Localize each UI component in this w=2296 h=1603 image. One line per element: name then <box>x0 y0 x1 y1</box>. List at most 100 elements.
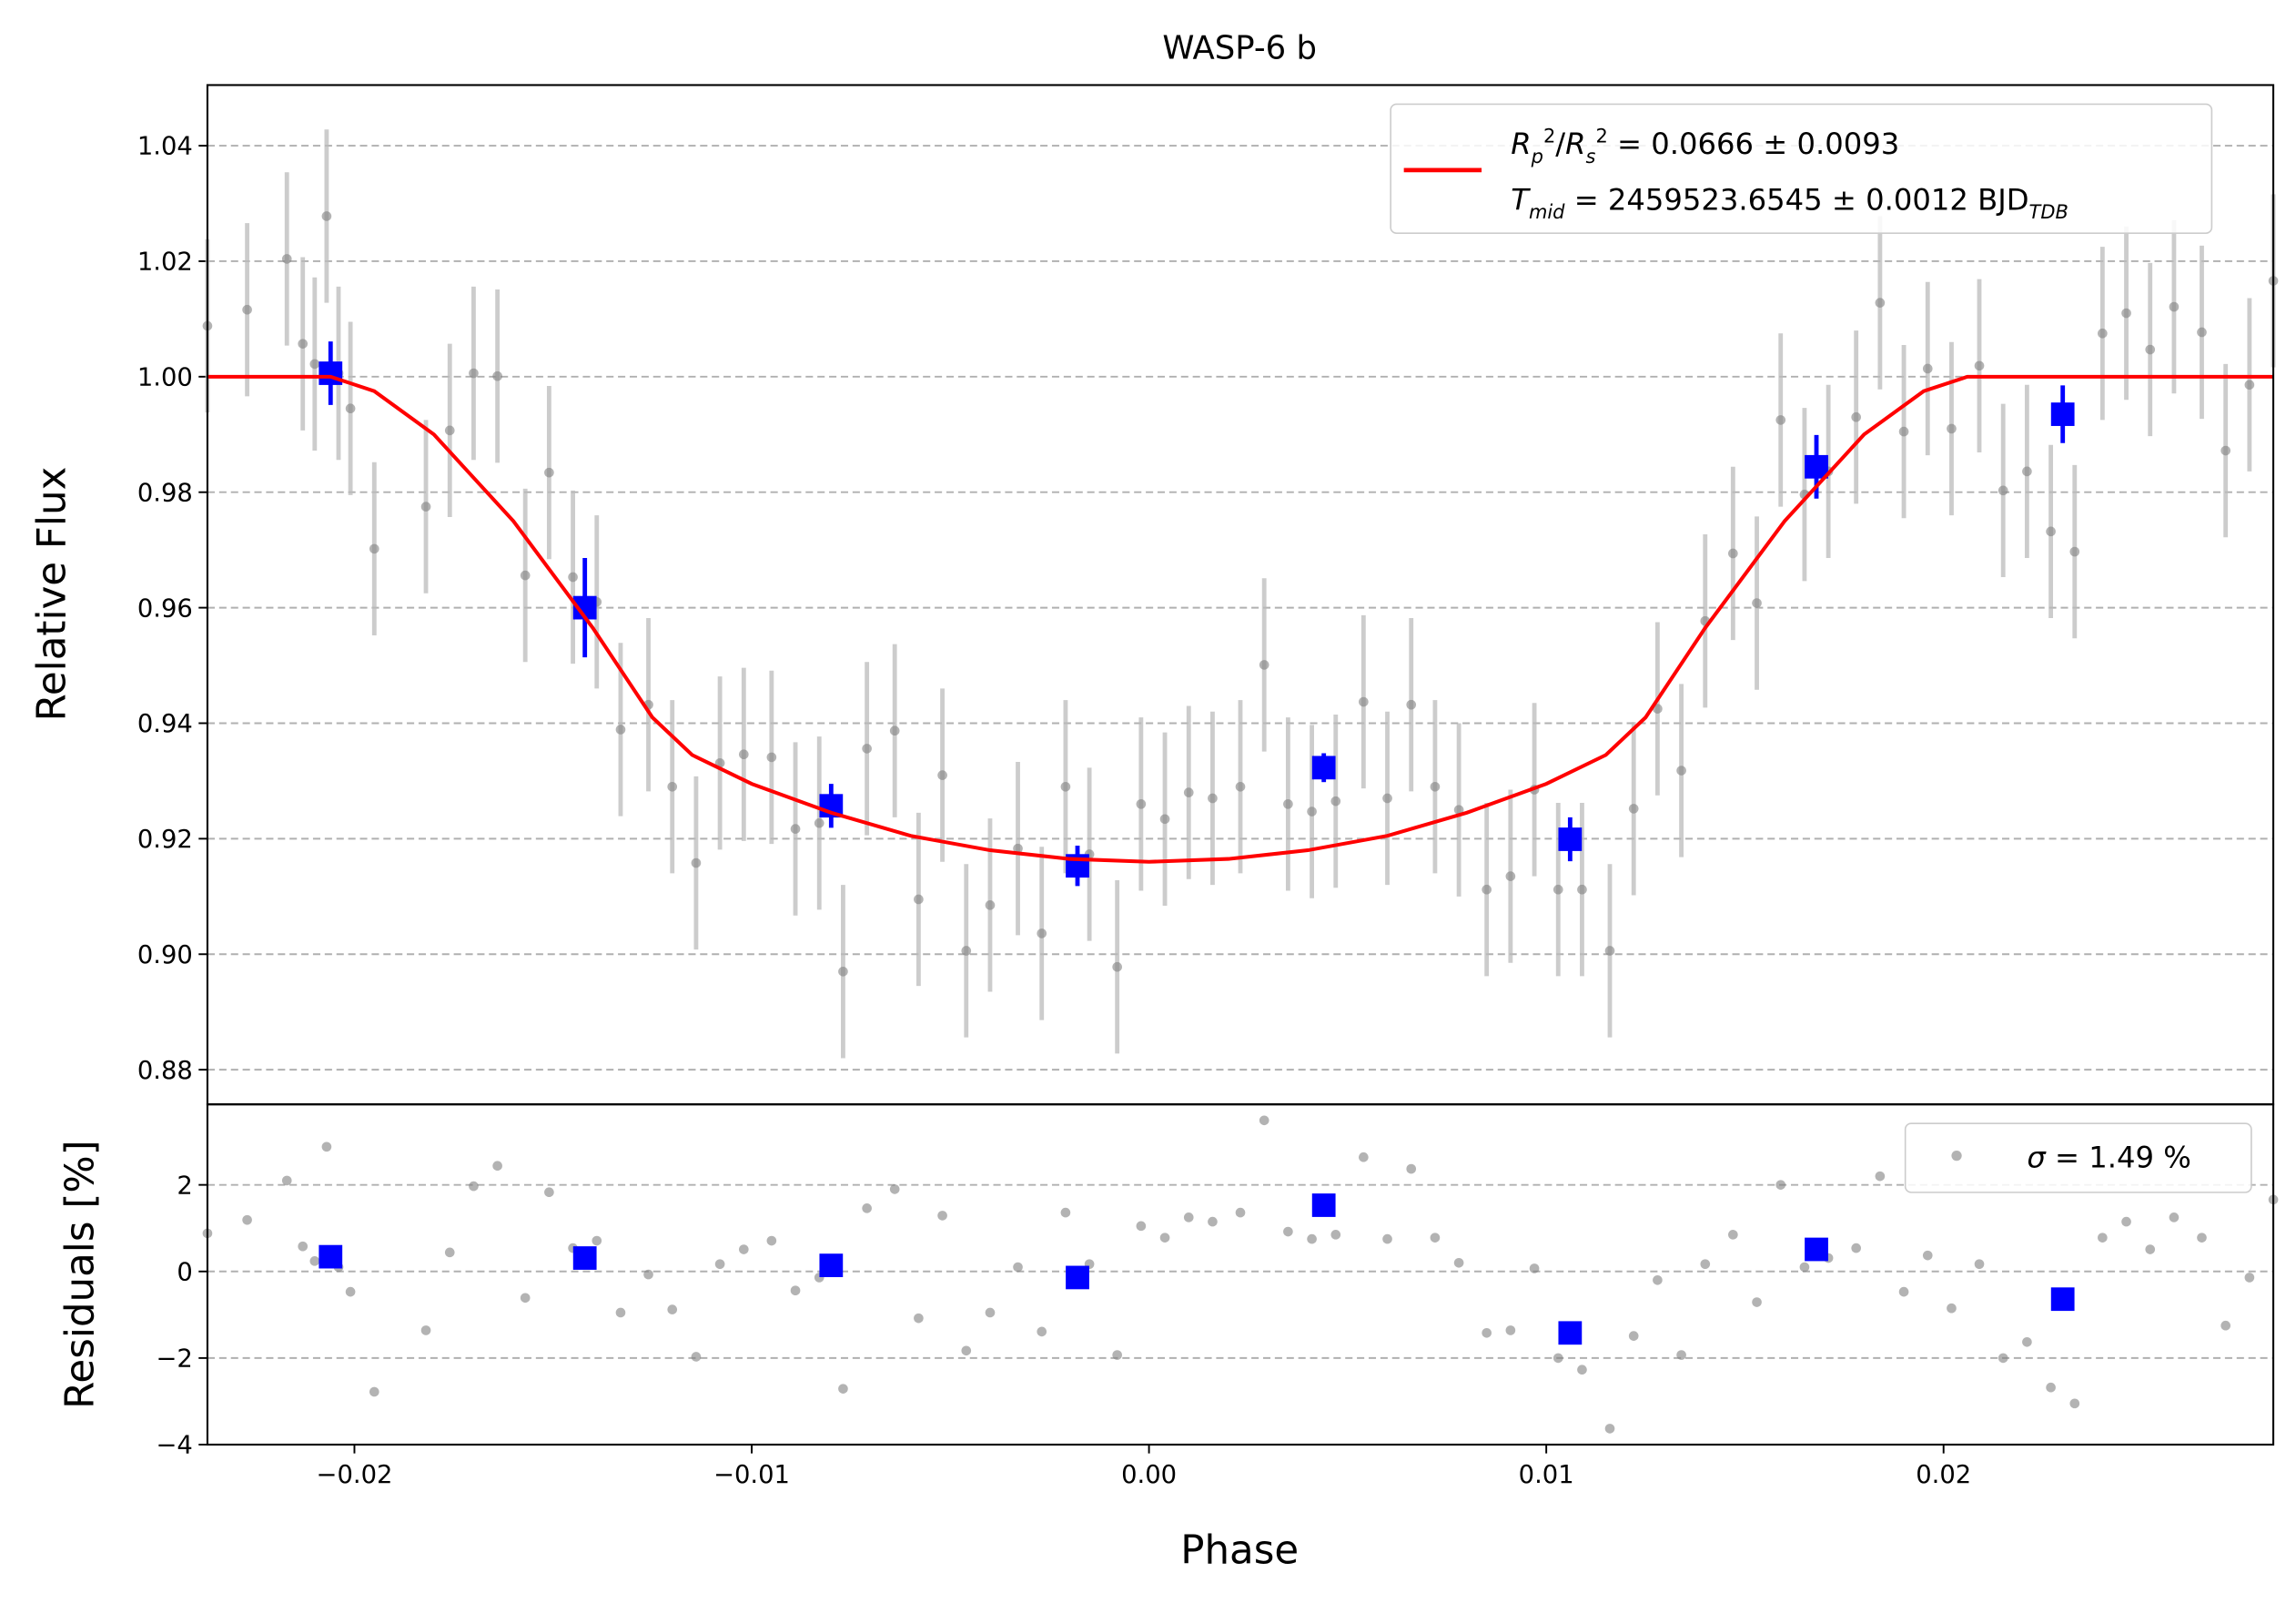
data-point <box>544 1187 554 1198</box>
data-point <box>1752 598 1762 608</box>
data-point <box>1283 1226 1293 1237</box>
legend-box <box>1904 1122 2252 1193</box>
y-tick-label: 2 <box>177 1172 192 1200</box>
data-point <box>1159 814 1170 825</box>
data-point <box>544 467 554 478</box>
data-point <box>985 1307 996 1318</box>
data-point <box>1359 1152 1369 1162</box>
y-axis-label: Residuals [%] <box>57 1140 103 1408</box>
data-point <box>1406 1163 1417 1174</box>
data-point <box>862 744 872 754</box>
data-point <box>1505 871 1516 881</box>
data-point <box>790 1285 801 1296</box>
data-point <box>1947 423 1957 434</box>
y-tick-label: 0.96 <box>137 594 193 623</box>
data-point <box>1775 1180 1786 1190</box>
data-point <box>937 770 947 780</box>
data-point <box>1529 1263 1540 1273</box>
y-tick-label: 0.90 <box>137 941 193 969</box>
data-point <box>281 1175 292 1186</box>
data-point <box>2169 301 2180 312</box>
binned-point <box>1558 1321 1583 1345</box>
data-point <box>961 946 972 956</box>
data-point <box>738 749 749 760</box>
data-point <box>1307 807 1317 817</box>
data-point <box>1553 884 1563 895</box>
y-tick-label: −4 <box>156 1432 192 1460</box>
binned-point <box>1311 1193 1336 1217</box>
data-point <box>2121 1216 2131 1227</box>
data-point <box>714 1259 725 1270</box>
data-point <box>298 339 308 349</box>
data-point <box>345 403 356 414</box>
data-point <box>1898 426 1909 437</box>
data-point <box>2098 1233 2108 1243</box>
data-point <box>298 1241 308 1252</box>
data-point <box>281 254 292 264</box>
data-point <box>1406 699 1417 710</box>
data-point <box>1382 1233 1392 1244</box>
data-point <box>1851 411 1861 422</box>
data-point <box>1799 1262 1810 1273</box>
data-point <box>1112 1350 1122 1360</box>
data-point <box>420 502 431 512</box>
data-point <box>1700 1259 1711 1270</box>
data-point <box>321 1141 332 1152</box>
data-point <box>1013 843 1023 854</box>
data-point <box>469 1181 479 1192</box>
data-point <box>2022 1336 2032 1347</box>
y-axis-label: Relative Flux <box>30 467 76 722</box>
legend-marker <box>1951 1150 1962 1162</box>
data-point <box>615 725 626 735</box>
y-tick-label: 0.88 <box>137 1057 193 1085</box>
data-point <box>838 1384 848 1394</box>
data-point <box>1208 793 1218 804</box>
x-tick-label: 0.02 <box>1916 1461 1971 1489</box>
data-point <box>1382 793 1392 804</box>
data-point <box>1183 787 1194 797</box>
data-point <box>1330 1230 1341 1240</box>
y-tick-label: 0.94 <box>137 710 193 738</box>
data-point <box>1183 1212 1194 1223</box>
data-point <box>1974 1259 1985 1270</box>
data-point <box>469 368 479 379</box>
data-point <box>1112 961 1122 972</box>
data-point <box>643 1269 653 1280</box>
data-point <box>2145 1244 2156 1254</box>
data-point <box>321 211 332 221</box>
data-point <box>345 1286 356 1297</box>
binned-point <box>1311 756 1336 780</box>
data-point <box>2244 1273 2255 1283</box>
data-point <box>1577 884 1587 895</box>
data-point <box>1604 946 1615 956</box>
data-point <box>766 752 777 763</box>
data-point <box>914 894 924 905</box>
data-point <box>1307 1233 1317 1244</box>
binned-point <box>1805 1237 1828 1262</box>
data-point <box>1453 805 1464 815</box>
data-point <box>1235 781 1246 792</box>
data-point <box>937 1211 947 1221</box>
data-point <box>1676 1350 1686 1360</box>
data-point <box>520 1293 531 1304</box>
legend-text: Tmid = 2459523.6545 ± 0.0012 BJDTDB <box>1511 182 2068 223</box>
data-point <box>1653 1274 1663 1285</box>
data-point <box>492 370 502 381</box>
axes-frame <box>206 1103 2275 1446</box>
data-point <box>1775 415 1786 425</box>
data-point <box>1628 804 1639 814</box>
data-point <box>766 1235 777 1246</box>
data-point <box>1482 1327 1492 1338</box>
data-point <box>592 1235 602 1246</box>
y-tick-label: 1.02 <box>137 249 193 277</box>
data-point <box>1851 1243 1861 1253</box>
legend: Rp2/Rs2 = 0.0666 ± 0.0093 Tmid = 2459523… <box>1390 103 2252 1193</box>
data-point <box>1998 1353 2008 1364</box>
data-point <box>961 1345 972 1356</box>
data-point <box>862 1203 872 1213</box>
y-tick-label: −2 <box>156 1345 192 1374</box>
data-point <box>814 817 824 828</box>
y-tick-label: 0.92 <box>137 826 193 854</box>
